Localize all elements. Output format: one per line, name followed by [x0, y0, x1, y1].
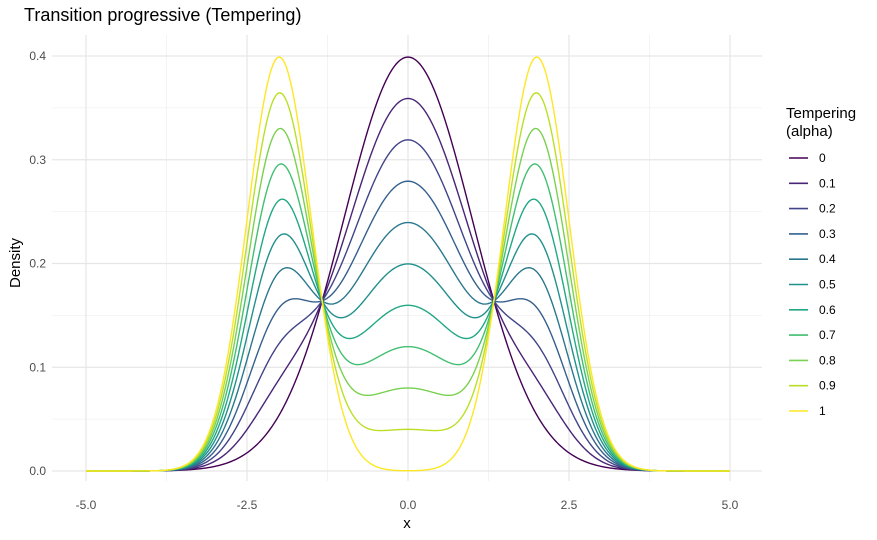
- y-tick-label: 0.4: [29, 49, 46, 63]
- x-tick-label: -5.0: [76, 498, 97, 512]
- x-axis-ticks: -5.0 -2.5 0.0 2.5 5.0: [76, 498, 739, 512]
- series-line-alpha-0-3: [86, 180, 730, 472]
- legend-label-0-3: 0.3: [819, 227, 836, 241]
- y-tick-label: 0.3: [29, 153, 46, 167]
- series-line-alpha-0-1: [86, 97, 730, 472]
- legend-label-0: 0: [819, 151, 826, 165]
- y-axis-title: Density: [7, 237, 24, 288]
- series-line-alpha-0-4: [86, 221, 730, 472]
- y-tick-label: 0.0: [29, 464, 46, 478]
- series-line-alpha-1: [86, 56, 730, 472]
- x-tick-label: 0.0: [400, 498, 417, 512]
- legend-label-0-9: 0.9: [819, 379, 836, 393]
- series-line-alpha-0-7: [86, 163, 730, 472]
- grid: [52, 35, 762, 481]
- x-tick-label: 2.5: [561, 498, 578, 512]
- legend-label-0-7: 0.7: [819, 328, 836, 342]
- legend-label-0-6: 0.6: [819, 303, 836, 317]
- legend-label-0-2: 0.2: [819, 202, 836, 216]
- x-axis-title: x: [403, 515, 411, 532]
- legend-label-0-1: 0.1: [819, 176, 836, 190]
- legend-label-0-5: 0.5: [819, 278, 836, 292]
- legend-label-0-8: 0.8: [819, 353, 836, 367]
- legend-title-line-2: (alpha): [786, 123, 833, 140]
- legend-title-line-1: Tempering: [786, 105, 856, 122]
- chart-title: Transition progressive (Tempering): [24, 5, 302, 25]
- series-line-alpha-0-5: [86, 233, 730, 472]
- y-axis-ticks: 0.0 0.1 0.2 0.3 0.4: [29, 49, 46, 478]
- legend-label-1: 1: [819, 404, 826, 418]
- series-line-alpha-0-6: [86, 198, 730, 472]
- series-line-alpha-0-9: [86, 92, 730, 472]
- legend-label-0-4: 0.4: [819, 252, 836, 266]
- series-lines: [86, 56, 730, 472]
- series-line-alpha-0-2: [86, 139, 730, 472]
- series-line-alpha-0: [86, 56, 730, 472]
- x-tick-label: -2.5: [237, 498, 258, 512]
- y-tick-label: 0.2: [29, 257, 46, 271]
- x-tick-label: 5.0: [722, 498, 739, 512]
- y-tick-label: 0.1: [29, 360, 46, 374]
- series-line-alpha-0-8: [86, 127, 730, 472]
- legend-items: 0 0.1 0.2 0.3 0.4 0.5 0.6 0.7 0.8 0.9 1: [789, 151, 836, 418]
- legend: Tempering (alpha) 0 0.1 0.2 0.3 0.4 0.5 0.6 0.7…: [786, 105, 856, 418]
